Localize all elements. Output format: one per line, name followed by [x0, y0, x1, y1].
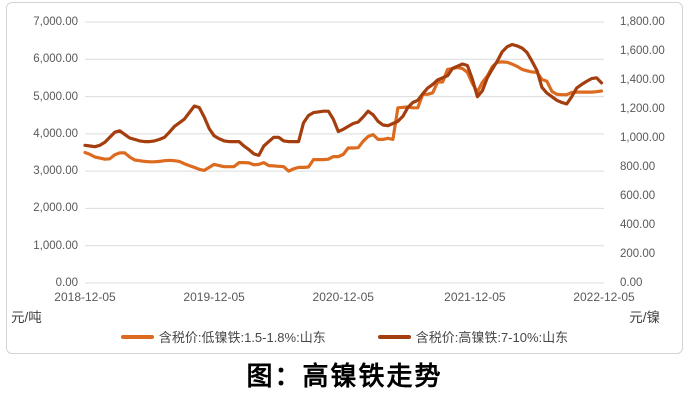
chart-frame — [6, 2, 683, 354]
right-axis-tick-label: 1,200.00 — [620, 103, 665, 115]
right-axis-tick-label: 0.00 — [620, 277, 643, 289]
left-axis-tick-label: 0.00 — [55, 277, 78, 289]
right-axis-unit-label: 元/镍 — [629, 310, 660, 325]
right-axis-tick-label: 800.00 — [620, 161, 656, 173]
right-axis-tick-label: 1,400.00 — [620, 74, 665, 86]
low-nickel-line-swatch-icon — [120, 334, 154, 339]
right-axis-tick-label: 1,000.00 — [620, 132, 665, 144]
right-axis-tick-label: 200.00 — [620, 248, 656, 260]
legend-label-high-nickel: 含税价:高镍铁:7-10%:山东 — [415, 330, 569, 345]
left-axis-tick-label: 3,000.00 — [33, 165, 78, 178]
x-axis-tick-label: 2020-12-05 — [312, 290, 374, 304]
high-nickel-line-swatch-icon — [377, 334, 411, 339]
right-axis-tick-label: 400.00 — [620, 219, 656, 231]
high-nickel-series-line — [83, 42, 604, 157]
x-axis-tick-label: 2021-12-05 — [444, 290, 506, 304]
x-axis-tick-label: 2018-12-05 — [54, 290, 116, 304]
left-axis-tick-label: 1,000.00 — [33, 239, 78, 252]
left-axis-tick-label: 7,000.00 — [33, 16, 78, 28]
legend-label-low-nickel: 含税价:低镍铁:1.5-1.8%:山东 — [158, 330, 326, 345]
right-axis-tick-label: 600.00 — [620, 190, 656, 202]
legend-item-low-nickel: 含税价:低镍铁:1.5-1.8%:山东 — [120, 327, 326, 346]
left-axis-tick-label: 5,000.00 — [33, 90, 78, 103]
x-axis-tick-label: 2019-12-05 — [183, 290, 245, 304]
chart-title: 图：高镍铁走势 — [246, 362, 443, 391]
right-axis-tick-label: 1,800.00 — [620, 16, 665, 28]
low-nickel-series-line — [83, 60, 604, 173]
legend: 含税价:低镍铁:1.5-1.8%:山东 含税价:高镍铁:7-10%:山东 — [6, 327, 683, 346]
x-axis-tick-label: 2022-12-05 — [573, 290, 635, 304]
left-axis-tick-label: 2,000.00 — [33, 202, 78, 215]
legend-item-high-nickel: 含税价:高镍铁:7-10%:山东 — [377, 327, 569, 346]
left-axis-tick-label: 6,000.00 — [33, 53, 78, 66]
right-axis-tick-label: 1,600.00 — [620, 45, 665, 57]
left-axis-tick-label: 4,000.00 — [33, 127, 78, 140]
left-axis-unit-label: 元/吨 — [11, 310, 42, 325]
